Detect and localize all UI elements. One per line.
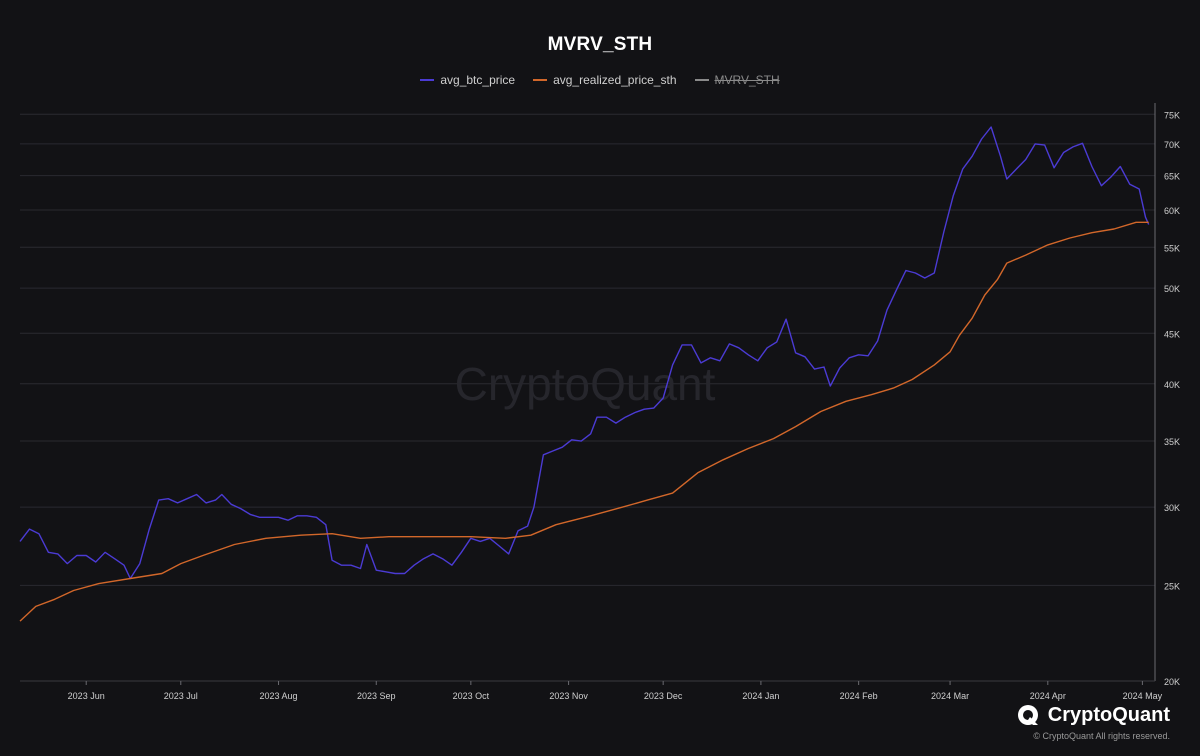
y-tick-label: 60K — [1164, 206, 1180, 216]
legend: avg_btc_price avg_realized_price_sth MVRV_… — [0, 73, 1200, 87]
x-tick-label: 2023 Oct — [453, 691, 490, 701]
y-tick-label: 30K — [1164, 503, 1180, 513]
x-tick-label: 2023 Jul — [164, 691, 198, 701]
axes: 20K 25K 30K 35K 40K 45K 50K 55K 60K 65K 70K 75K 2023… — [20, 103, 1180, 701]
legend-swatch — [533, 79, 548, 81]
y-tick-label: 35K — [1164, 437, 1180, 447]
x-tick-label: 2023 Sep — [357, 691, 396, 701]
y-tick-label: 50K — [1164, 284, 1180, 294]
legend-item-avg-realized-price-sth[interactable]: avg_realized_price_sth — [533, 73, 677, 87]
legend-item-avg-btc-price[interactable]: avg_btc_price — [420, 73, 515, 87]
y-tick-label: 45K — [1164, 329, 1180, 339]
x-tick-label: 2024 Feb — [840, 691, 878, 701]
y-tick-label: 40K — [1164, 380, 1180, 390]
series-line-avg-btc-price — [19, 126, 1150, 580]
x-tick-label: 2023 Jun — [68, 691, 105, 701]
watermark-text: CryptoQuant — [455, 358, 716, 410]
chart-title: MVRV_STH — [547, 34, 653, 55]
x-tick-label: 2024 Jan — [742, 691, 779, 701]
legend-label: avg_btc_price — [440, 73, 516, 87]
copyright-text: © CryptoQuant All rights reserved. — [1033, 731, 1170, 741]
gridlines — [20, 113, 1155, 682]
x-tick-label: 2024 Apr — [1030, 691, 1066, 701]
x-tick-label: 2023 Nov — [549, 691, 588, 701]
x-tick-label: 2023 Aug — [260, 691, 298, 701]
y-tick-label: 75K — [1164, 110, 1180, 120]
legend-label: avg_realized_price_sth — [553, 73, 677, 87]
x-tick-label: 2023 Dec — [644, 691, 683, 701]
legend-swatch — [694, 79, 709, 81]
series-line-avg-realized-price-sth — [19, 221, 1149, 622]
legend-swatch — [420, 79, 435, 81]
y-tick-label: 25K — [1164, 581, 1180, 591]
legend-label: MVRV_STH — [714, 73, 780, 87]
x-tick-label: 2024 Mar — [931, 691, 969, 701]
y-tick-label: 65K — [1164, 172, 1180, 182]
legend-item-mvrv-sth[interactable]: MVRV_STH — [694, 73, 780, 87]
brand-name: CryptoQuant — [1047, 703, 1170, 726]
brand-logo: CryptoQuant — [1016, 703, 1170, 727]
series-lines — [19, 126, 1150, 622]
y-tick-label: 20K — [1164, 677, 1180, 687]
x-tick-label: 2024 May — [1123, 691, 1163, 701]
cryptoquant-logo-icon — [1017, 705, 1038, 725]
y-tick-label: 55K — [1164, 243, 1180, 253]
y-tick-label: 70K — [1164, 140, 1180, 150]
